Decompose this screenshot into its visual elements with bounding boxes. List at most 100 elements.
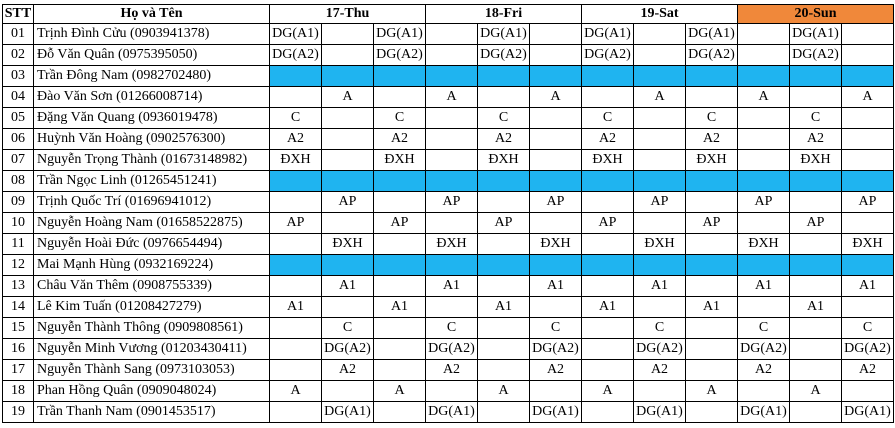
shift-cell[interactable]: A2 [529,359,582,381]
shift-cell[interactable] [737,380,790,402]
shift-cell[interactable] [581,275,634,297]
shift-cell[interactable] [789,191,842,213]
shift-cell[interactable]: AP [373,212,426,234]
shift-cell[interactable] [581,65,634,87]
shift-cell[interactable]: AP [737,191,790,213]
shift-cell[interactable] [841,380,894,402]
shift-cell[interactable] [581,191,634,213]
shift-cell[interactable] [425,23,478,45]
shift-cell[interactable] [633,65,686,87]
shift-cell[interactable] [477,191,530,213]
shift-cell[interactable] [269,233,322,255]
shift-cell[interactable] [737,65,790,87]
shift-cell[interactable] [737,149,790,171]
shift-cell[interactable]: A2 [269,128,322,150]
shift-cell[interactable] [581,317,634,339]
shift-cell[interactable] [321,107,374,129]
shift-cell[interactable] [477,65,530,87]
shift-cell[interactable] [373,275,426,297]
shift-cell[interactable] [425,44,478,66]
shift-cell[interactable]: A1 [789,296,842,318]
shift-cell[interactable] [633,170,686,192]
shift-cell[interactable]: A [425,86,478,108]
shift-cell[interactable] [373,338,426,360]
shift-cell[interactable] [841,254,894,276]
shift-cell[interactable]: AP [633,191,686,213]
shift-cell[interactable] [789,254,842,276]
shift-cell[interactable] [737,23,790,45]
shift-cell[interactable] [269,275,322,297]
shift-cell[interactable] [529,296,582,318]
shift-cell[interactable]: A [841,86,894,108]
shift-cell[interactable]: A1 [737,275,790,297]
shift-cell[interactable] [425,254,478,276]
shift-cell[interactable] [685,233,738,255]
shift-cell[interactable] [789,86,842,108]
shift-cell[interactable]: A2 [477,128,530,150]
shift-cell[interactable]: AP [321,191,374,213]
shift-cell[interactable] [737,44,790,66]
shift-cell[interactable]: DG(A1) [789,23,842,45]
shift-cell[interactable] [633,296,686,318]
shift-cell[interactable] [685,254,738,276]
shift-cell[interactable] [321,254,374,276]
shift-cell[interactable]: A2 [633,359,686,381]
shift-cell[interactable]: A2 [581,128,634,150]
shift-cell[interactable]: A1 [373,296,426,318]
shift-cell[interactable] [737,212,790,234]
shift-cell[interactable] [633,212,686,234]
shift-cell[interactable]: ĐXH [581,149,634,171]
shift-cell[interactable] [581,233,634,255]
shift-cell[interactable] [321,44,374,66]
shift-cell[interactable] [633,44,686,66]
shift-cell[interactable] [373,86,426,108]
shift-cell[interactable]: DG(A1) [321,401,374,423]
shift-cell[interactable] [633,23,686,45]
shift-cell[interactable] [373,317,426,339]
shift-cell[interactable]: ĐXH [373,149,426,171]
shift-cell[interactable] [373,233,426,255]
shift-cell[interactable]: AP [529,191,582,213]
shift-cell[interactable]: DG(A2) [477,44,530,66]
shift-cell[interactable] [841,107,894,129]
shift-cell[interactable] [633,254,686,276]
shift-cell[interactable]: A [737,86,790,108]
shift-cell[interactable] [269,191,322,213]
shift-cell[interactable]: DG(A2) [269,44,322,66]
shift-cell[interactable]: A [581,380,634,402]
shift-cell[interactable] [477,86,530,108]
shift-cell[interactable] [269,401,322,423]
shift-cell[interactable]: A [789,380,842,402]
shift-cell[interactable]: DG(A1) [425,401,478,423]
shift-cell[interactable] [529,65,582,87]
shift-cell[interactable]: ĐXH [529,233,582,255]
shift-cell[interactable] [529,254,582,276]
shift-cell[interactable] [841,170,894,192]
shift-cell[interactable]: A1 [269,296,322,318]
shift-cell[interactable] [789,359,842,381]
shift-cell[interactable]: DG(A1) [581,23,634,45]
shift-cell[interactable]: DG(A1) [269,23,322,45]
shift-cell[interactable]: DG(A1) [477,23,530,45]
shift-cell[interactable] [529,107,582,129]
shift-cell[interactable] [633,107,686,129]
shift-cell[interactable]: A [477,380,530,402]
shift-cell[interactable] [685,170,738,192]
shift-cell[interactable] [737,107,790,129]
shift-cell[interactable]: DG(A2) [529,338,582,360]
shift-cell[interactable]: ĐXH [685,149,738,171]
shift-cell[interactable] [425,128,478,150]
shift-cell[interactable] [685,359,738,381]
shift-cell[interactable] [477,254,530,276]
shift-cell[interactable]: AP [269,212,322,234]
shift-cell[interactable]: ĐXH [321,233,374,255]
shift-cell[interactable]: C [373,107,426,129]
shift-cell[interactable]: ĐXH [737,233,790,255]
shift-cell[interactable] [581,338,634,360]
shift-cell[interactable] [737,128,790,150]
shift-cell[interactable]: DG(A2) [685,44,738,66]
shift-cell[interactable] [269,65,322,87]
shift-cell[interactable] [425,212,478,234]
shift-cell[interactable] [685,65,738,87]
shift-cell[interactable]: DG(A1) [373,23,426,45]
